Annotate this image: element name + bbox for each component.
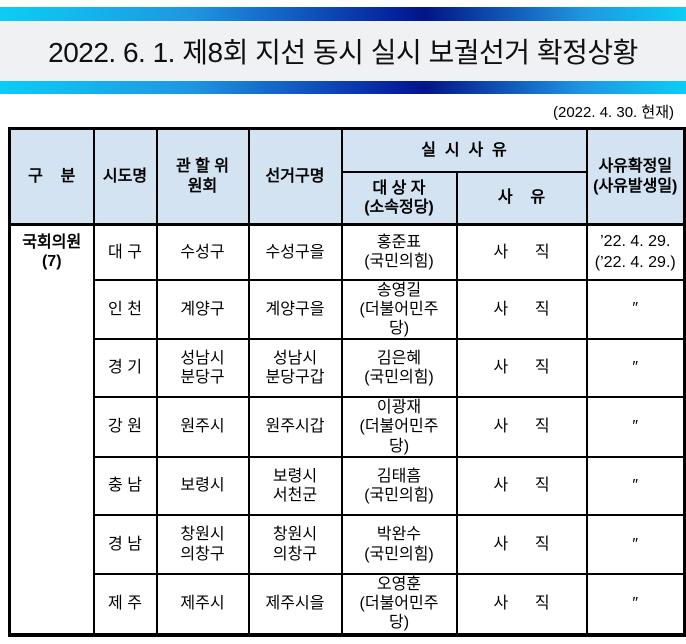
cell-sido: 충 남	[92, 456, 158, 517]
table-row: 경 기 성남시 분당구 성남시 분당구갑 김은혜 (국민의힘) 사 직 ″	[10, 338, 686, 399]
cell-target: 김은혜 (국민의힘)	[340, 338, 458, 399]
cell-confirm-date: ″	[585, 456, 686, 517]
cell-target: 송영길 (더불어민주 당)	[340, 278, 458, 341]
col-header-category: 구 분	[8, 127, 95, 226]
page-title: 2022. 6. 1. 제8회 지선 동시 실시 보궐선거 확정상황	[48, 37, 638, 68]
table-row: 충 남 보령시 보령시 서천군 김태흠 (국민의힘) 사 직 ″	[10, 456, 686, 517]
cell-confirm-date: ″	[585, 573, 686, 637]
cell-committee: 제주시	[155, 573, 250, 637]
table-row: 경 남 창원시 의창구 창원시 의창구 박완수 (국민의힘) 사 직 ″	[10, 514, 686, 576]
cell-sido: 대 구	[92, 223, 158, 281]
cell-sido: 인 천	[92, 278, 158, 341]
cell-reason: 사 직	[455, 514, 588, 576]
cell-committee: 계양구	[155, 278, 250, 341]
cell-target: 이광재 (더불어민주 당)	[340, 396, 458, 459]
cell-reason: 사 직	[455, 573, 588, 637]
cell-district: 수성구을	[247, 223, 343, 281]
as-of-date-note: (2022. 4. 30. 현재)	[553, 104, 674, 121]
cell-confirm-date: ″	[585, 396, 686, 459]
cell-reason: 사 직	[455, 338, 588, 399]
cell-sido: 경 남	[92, 514, 158, 576]
bottom-accent-bar	[0, 81, 686, 94]
col-header-sido: 시도명	[92, 127, 158, 226]
cell-district: 원주시갑	[247, 396, 343, 459]
col-header-committee: 관 할 위 원회	[155, 127, 250, 226]
cell-committee: 수성구	[155, 223, 250, 281]
cell-district: 제주시을	[247, 573, 343, 637]
cell-reason: 사 직	[455, 456, 588, 517]
cell-reason: 사 직	[455, 223, 588, 281]
cell-sido: 제 주	[92, 573, 158, 637]
cell-confirm-date: ″	[585, 278, 686, 341]
cell-reason: 사 직	[455, 396, 588, 459]
cell-committee: 창원시 의창구	[155, 514, 250, 576]
cell-sido: 경 기	[92, 338, 158, 399]
col-header-target: 대 상 자 (소속정당)	[340, 170, 458, 226]
cell-committee: 원주시	[155, 396, 250, 459]
col-header-confirm-date: 사유확정일 (사유발생일)	[585, 127, 686, 226]
cell-target: 오영훈 (더불어민주 당)	[340, 573, 458, 637]
table-header: 구 분 시도명 관 할 위 원회 선거구명 실 시 사 유 사유확정일 (사유발…	[8, 127, 686, 226]
cell-confirm-date: ″	[585, 514, 686, 576]
col-header-district: 선거구명	[247, 127, 343, 226]
cell-district: 계양구을	[247, 278, 343, 341]
cell-category: 국회의원 (7)	[8, 223, 95, 637]
table-row: 제 주 제주시 제주시을 오영훈 (더불어민주 당) 사 직 ″	[10, 573, 686, 637]
cell-district: 창원시 의창구	[247, 514, 343, 576]
cell-sido: 강 원	[92, 396, 158, 459]
cell-confirm-date: ″	[585, 338, 686, 399]
cell-committee: 성남시 분당구	[155, 338, 250, 399]
header-row-2: 대 상 자 (소속정당) 사 유	[10, 170, 685, 226]
cell-target: 김태흠 (국민의힘)	[340, 456, 458, 517]
col-header-reason-group: 실 시 사 유	[340, 127, 588, 173]
header-row-1: 구 분 시도명 관 할 위 원회 선거구명 실 시 사 유 사유확정일 (사유발…	[8, 127, 686, 226]
table-row: 인 천 계양구 계양구을 송영길 (더불어민주 당) 사 직 ″	[10, 278, 686, 341]
byelection-status-table: 구 분 시도명 관 할 위 원회 선거구명 실 시 사 유 사유확정일 (사유발…	[8, 127, 686, 637]
cell-district: 성남시 분당구갑	[247, 338, 343, 399]
cell-target: 박완수 (국민의힘)	[340, 514, 458, 576]
cell-reason: 사 직	[455, 278, 588, 341]
table-row: 국회의원 (7) 대 구 수성구 수성구을 홍준표 (국민의힘) 사 직 ’22…	[8, 223, 686, 637]
top-accent-bar	[0, 7, 686, 21]
cell-committee: 보령시	[155, 456, 250, 517]
cell-target: 홍준표 (국민의힘)	[340, 223, 458, 281]
cell-district: 보령시 서천군	[247, 456, 343, 517]
cell-confirm-date: ’22. 4. 29. (’22. 4. 29.)	[585, 223, 686, 281]
col-header-reason: 사 유	[455, 170, 588, 226]
title-band: 2022. 6. 1. 제8회 지선 동시 실시 보궐선거 확정상황	[0, 21, 686, 81]
table-row: 강 원 원주시 원주시갑 이광재 (더불어민주 당) 사 직 ″	[10, 396, 686, 459]
